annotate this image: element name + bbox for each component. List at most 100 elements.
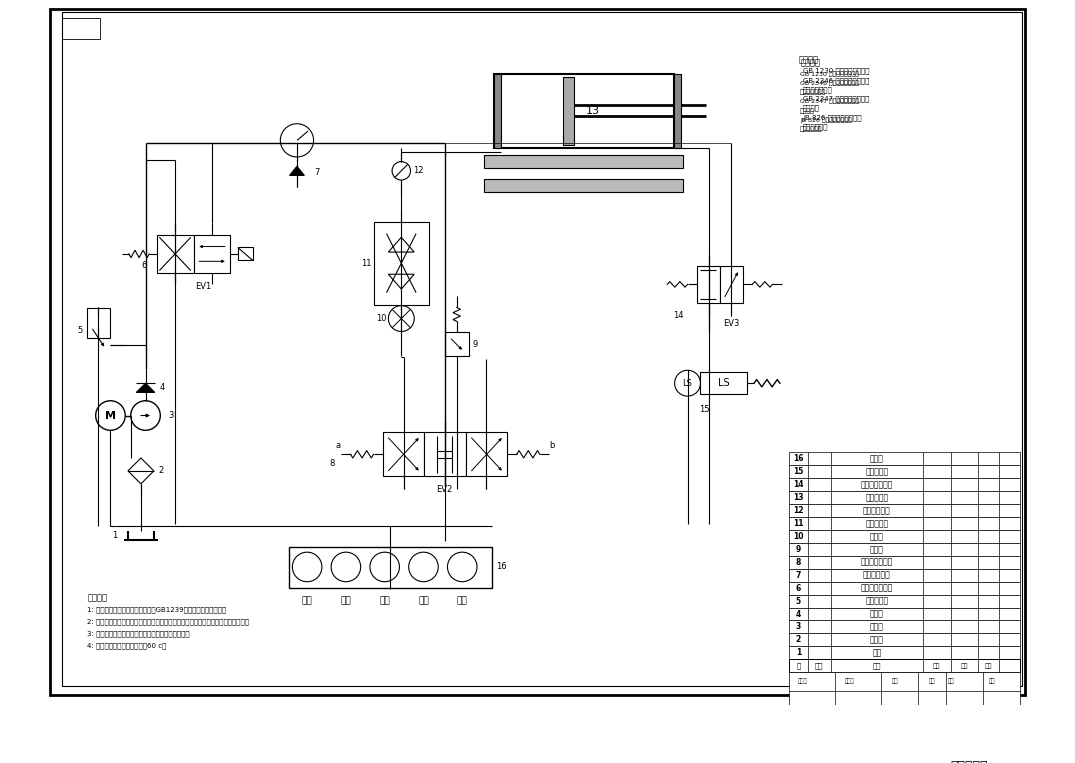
Bar bbox=[465, 432, 507, 476]
Text: 溢流调压阀: 溢流调压阀 bbox=[865, 597, 888, 606]
Text: 备注: 备注 bbox=[985, 663, 992, 668]
Text: LS: LS bbox=[718, 378, 729, 388]
Text: 材料: 材料 bbox=[933, 663, 941, 668]
Text: 二位四通换向阀: 二位四通换向阀 bbox=[861, 584, 893, 593]
Text: 序: 序 bbox=[797, 662, 801, 669]
Text: 校核者: 校核者 bbox=[844, 678, 854, 684]
Text: 13: 13 bbox=[586, 106, 600, 116]
Text: 审核: 审核 bbox=[892, 678, 899, 684]
Text: 16: 16 bbox=[496, 562, 506, 571]
Text: a: a bbox=[336, 440, 341, 449]
Text: 3: 3 bbox=[796, 623, 801, 632]
Bar bbox=[789, 646, 1020, 659]
Bar bbox=[789, 478, 1020, 491]
Bar bbox=[789, 452, 1020, 465]
Text: 6: 6 bbox=[796, 584, 801, 593]
Text: 件会总压力系列: 件会总压力系列 bbox=[803, 86, 833, 93]
Polygon shape bbox=[128, 458, 154, 484]
Text: 8: 8 bbox=[796, 558, 801, 567]
Text: 控制柜: 控制柜 bbox=[870, 455, 884, 463]
Text: 单向阀: 单向阀 bbox=[870, 610, 884, 619]
Polygon shape bbox=[388, 237, 414, 252]
Bar bbox=[789, 594, 1020, 607]
Text: EV1: EV1 bbox=[195, 282, 211, 291]
Text: 7: 7 bbox=[315, 168, 320, 177]
Text: 1: 液压装置中的工作液体应不低于GB1239中二级清洁度的要求。: 1: 液压装置中的工作液体应不低于GB1239中二级清洁度的要求。 bbox=[87, 606, 227, 613]
Text: 过滤器: 过滤器 bbox=[870, 636, 884, 645]
Text: 引用标准: 引用标准 bbox=[800, 58, 820, 67]
Text: 液压系统图: 液压系统图 bbox=[950, 761, 988, 763]
Text: 三位四通换向阀: 三位四通换向阀 bbox=[861, 558, 893, 567]
Text: JB 826 液压系统管路会合: JB 826 液压系统管路会合 bbox=[803, 114, 861, 121]
Text: GB 1230 管道图纸绘图规定: GB 1230 管道图纸绘图规定 bbox=[803, 68, 870, 75]
Bar bbox=[789, 465, 1020, 478]
Bar bbox=[789, 620, 1020, 633]
Bar bbox=[789, 543, 1020, 556]
Text: GB 2347 液压泵及马达全套: GB 2347 液压泵及马达全套 bbox=[803, 95, 870, 102]
Text: 9: 9 bbox=[796, 545, 801, 554]
Text: 11: 11 bbox=[361, 259, 372, 268]
Text: 液流阀: 液流阀 bbox=[870, 545, 884, 554]
Text: 技术要求: 技术要求 bbox=[87, 594, 108, 603]
Text: 压力表及开关: 压力表及开关 bbox=[863, 571, 891, 580]
Text: 15: 15 bbox=[699, 404, 710, 414]
Text: 8: 8 bbox=[329, 459, 334, 468]
Circle shape bbox=[292, 552, 321, 581]
Bar bbox=[493, 74, 501, 148]
Text: 2: 液压装置液管路、零部件必须彻底清洗，油管管仔细清理后立涂以适色脂防油漆。: 2: 液压装置液管路、零部件必须彻底清洗，油管管仔细清理后立涂以适色脂防油漆。 bbox=[87, 618, 249, 625]
Text: b: b bbox=[549, 440, 555, 449]
Text: 12: 12 bbox=[793, 506, 804, 515]
Text: 比例: 比例 bbox=[947, 678, 954, 684]
Text: 4: 液压泵的入口油温不应超过60 c。: 4: 液压泵的入口油温不应超过60 c。 bbox=[87, 642, 167, 649]
Circle shape bbox=[447, 552, 477, 581]
Bar bbox=[789, 504, 1020, 517]
Polygon shape bbox=[388, 274, 414, 289]
Text: 14: 14 bbox=[673, 311, 684, 320]
Bar bbox=[789, 659, 1020, 672]
Text: 单向锁定阀: 单向锁定阀 bbox=[865, 519, 888, 528]
Bar bbox=[789, 746, 1020, 763]
Text: GB 2346 液压气动系统及元: GB 2346 液压气动系统及元 bbox=[803, 77, 870, 84]
Text: 上升: 上升 bbox=[379, 597, 390, 606]
Text: 液流阀: 液流阀 bbox=[870, 532, 884, 541]
Polygon shape bbox=[137, 383, 155, 392]
Text: 件会总压力系列: 件会总压力系列 bbox=[800, 89, 827, 95]
Text: 2: 2 bbox=[159, 466, 163, 475]
Text: 10: 10 bbox=[793, 532, 804, 541]
Bar bbox=[238, 247, 253, 260]
Circle shape bbox=[370, 552, 400, 581]
Text: 快降: 快降 bbox=[457, 597, 468, 606]
Text: 管路截断阀门: 管路截断阀门 bbox=[863, 506, 891, 515]
Text: 3: 3 bbox=[169, 411, 174, 420]
Text: 数量: 数量 bbox=[961, 663, 969, 668]
Text: 16: 16 bbox=[793, 455, 804, 463]
Text: 15: 15 bbox=[793, 468, 803, 476]
Text: 液压泵: 液压泵 bbox=[870, 623, 884, 632]
Bar bbox=[61, 18, 100, 39]
Circle shape bbox=[281, 124, 314, 157]
Text: 电源: 电源 bbox=[302, 597, 313, 606]
Text: 件号: 件号 bbox=[815, 662, 823, 669]
Bar bbox=[789, 568, 1020, 581]
Bar bbox=[701, 372, 747, 394]
Text: 14: 14 bbox=[793, 480, 804, 489]
Bar bbox=[445, 333, 469, 356]
Text: 5: 5 bbox=[796, 597, 801, 606]
Text: EV3: EV3 bbox=[722, 319, 740, 327]
Bar bbox=[674, 74, 682, 148]
Text: 9: 9 bbox=[473, 340, 477, 349]
Text: 二位三通换向阀: 二位三通换向阀 bbox=[861, 480, 893, 489]
Text: 排量系列: 排量系列 bbox=[800, 108, 815, 114]
Text: 液压系列单要: 液压系列单要 bbox=[803, 123, 829, 130]
Text: 11: 11 bbox=[793, 519, 804, 528]
Text: 液压系列单要: 液压系列单要 bbox=[800, 127, 822, 132]
Text: LS: LS bbox=[683, 378, 692, 388]
Bar bbox=[789, 530, 1020, 543]
Text: 13: 13 bbox=[793, 493, 804, 502]
Bar bbox=[697, 266, 720, 303]
Polygon shape bbox=[289, 166, 304, 175]
Bar bbox=[485, 179, 683, 192]
Bar bbox=[789, 607, 1020, 620]
Bar bbox=[194, 234, 230, 273]
Bar bbox=[425, 432, 465, 476]
